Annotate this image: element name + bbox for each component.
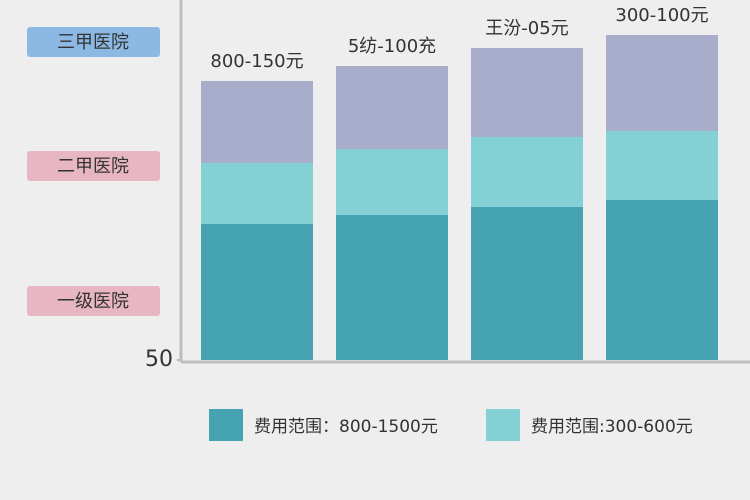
bar-segment <box>471 207 583 360</box>
bar-segment <box>336 149 448 215</box>
bar-segment <box>336 66 448 149</box>
legend-swatch <box>486 409 520 441</box>
bar-segment <box>471 137 583 207</box>
row-label-box <box>27 286 160 316</box>
row-label: 一级医院 <box>57 291 129 312</box>
bar-label: 王汾-05元 <box>485 18 568 39</box>
bar-segment <box>471 48 583 137</box>
row-label: 二甲医院 <box>57 156 129 177</box>
row-label: 三甲医院 <box>57 32 129 53</box>
bar-label: 5纺-100充 <box>348 36 436 57</box>
legend-swatch <box>209 409 243 441</box>
bar-label: 800-150元 <box>210 51 303 72</box>
y-tick-label: 50 <box>145 347 173 372</box>
bar-segment <box>606 131 718 200</box>
row-label-box <box>27 151 160 181</box>
bar-segment <box>336 215 448 360</box>
bar-segment <box>606 200 718 360</box>
bar-segment <box>201 163 313 224</box>
bar-segment <box>606 35 718 131</box>
row-label-box <box>27 27 160 57</box>
bar-segment <box>201 224 313 360</box>
legend-label: 费用范围：800-1500元 <box>254 417 438 437</box>
bar-segment <box>201 81 313 163</box>
bar-label: 300-100元 <box>615 5 708 26</box>
legend-label: 费用范围:300-600元 <box>531 417 693 437</box>
